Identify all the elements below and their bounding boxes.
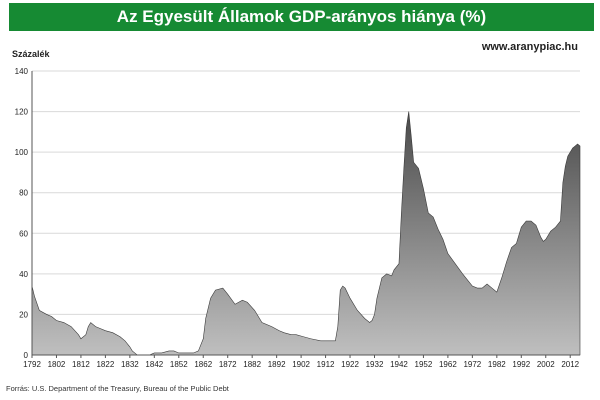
x-tick-label: 2012: [561, 360, 579, 369]
y-tick-label: 20: [19, 310, 28, 319]
x-tick-label: 1882: [243, 360, 261, 369]
x-axis-ticks: 1792 1802 1812 1822 1832 1842 1852 1862 1872 1882…: [23, 355, 580, 369]
x-tick-label: 1982: [488, 360, 506, 369]
gridlines: [32, 70, 580, 356]
x-tick-label: 1802: [48, 360, 66, 369]
x-tick-label: 2002: [537, 360, 555, 369]
x-tick-label: 1902: [292, 360, 310, 369]
y-axis-unit-label: Százalék: [12, 49, 50, 59]
y-tick-label: 140: [15, 67, 29, 76]
x-tick-label: 1942: [390, 360, 408, 369]
x-tick-label: 1842: [145, 360, 163, 369]
y-tick-label: 40: [19, 270, 28, 279]
chart-title: Az Egyesült Államok GDP-arányos hiánya (…: [9, 3, 594, 31]
x-tick-label: 1852: [170, 360, 188, 369]
x-tick-label: 1992: [512, 360, 530, 369]
x-tick-label: 1822: [96, 360, 114, 369]
y-tick-label: 100: [15, 148, 29, 157]
y-tick-label: 120: [15, 108, 29, 117]
x-tick-label: 1892: [268, 360, 286, 369]
x-tick-label: 1972: [463, 360, 481, 369]
y-tick-label: 80: [19, 189, 28, 198]
x-tick-label: 1962: [439, 360, 457, 369]
x-tick-label: 1862: [194, 360, 212, 369]
website-label: www.aranypiac.hu: [481, 41, 578, 53]
x-tick-label: 1952: [415, 360, 433, 369]
x-tick-label: 1832: [121, 360, 139, 369]
y-tick-label: 60: [19, 229, 28, 238]
x-tick-label: 1792: [23, 360, 41, 369]
data-area-group: [31, 111, 581, 356]
y-tick-label: 0: [24, 351, 29, 360]
x-tick-label: 1932: [366, 360, 384, 369]
x-tick-label: 1912: [317, 360, 335, 369]
x-tick-label: 1922: [341, 360, 359, 369]
x-tick-label: 1872: [219, 360, 237, 369]
y-axis-ticks: 0 20 40 60 80 100 120 140: [15, 67, 29, 360]
axes: [31, 71, 580, 356]
source-note: Forrás: U.S. Department of the Treasury,…: [6, 384, 229, 393]
x-tick-label: 1812: [72, 360, 90, 369]
deficit-area-series: [31, 111, 581, 356]
